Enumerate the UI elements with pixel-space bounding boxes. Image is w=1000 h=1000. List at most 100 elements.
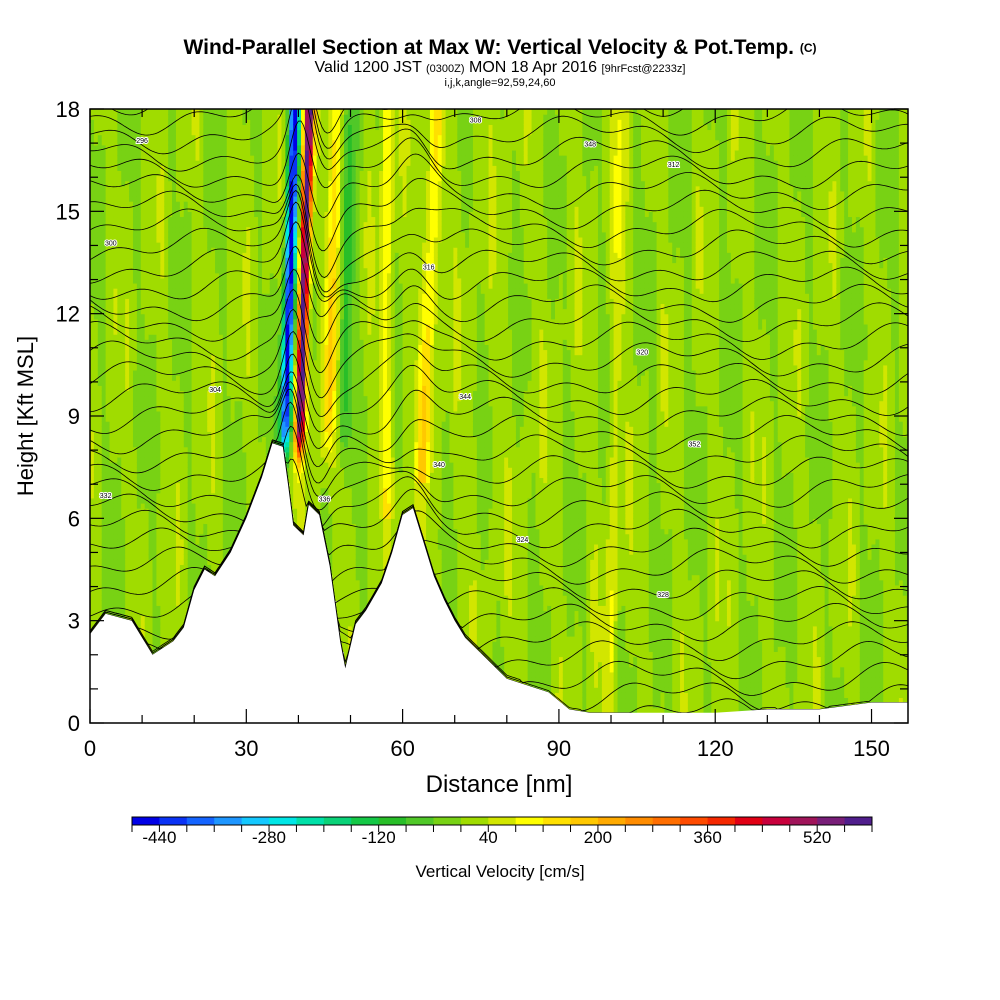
velocity-cell bbox=[191, 462, 197, 468]
velocity-cell bbox=[265, 410, 271, 417]
velocity-cell bbox=[129, 144, 134, 151]
velocity-cell bbox=[121, 502, 126, 509]
velocity-cell bbox=[218, 318, 224, 325]
velocity-cell bbox=[144, 630, 150, 637]
velocity-cell bbox=[218, 211, 224, 218]
velocity-cell bbox=[203, 344, 208, 351]
velocity-cell bbox=[215, 508, 220, 514]
velocity-cell bbox=[234, 349, 240, 356]
velocity-cell bbox=[117, 242, 122, 248]
velocity-cell bbox=[222, 226, 228, 233]
velocity-cell bbox=[93, 523, 99, 530]
velocity-cell bbox=[140, 375, 146, 381]
velocity-cell bbox=[183, 144, 189, 151]
velocity-cell bbox=[93, 533, 99, 540]
velocity-cell bbox=[230, 385, 236, 392]
velocity-cell bbox=[109, 211, 115, 218]
velocity-cell bbox=[222, 375, 228, 381]
velocity-cell bbox=[250, 308, 255, 315]
velocity-cell bbox=[187, 252, 193, 258]
velocity-cell bbox=[175, 262, 181, 269]
velocity-cell bbox=[168, 236, 173, 243]
velocity-cell bbox=[277, 369, 283, 376]
velocity-cell bbox=[211, 267, 216, 274]
velocity-cell bbox=[285, 344, 290, 351]
velocity-cell bbox=[93, 584, 99, 591]
velocity-cell bbox=[250, 114, 255, 120]
velocity-cell bbox=[250, 201, 255, 207]
velocity-cell bbox=[215, 431, 220, 438]
velocity-cell bbox=[152, 195, 158, 202]
velocity-cell bbox=[242, 170, 247, 177]
velocity-cell bbox=[164, 502, 169, 509]
velocity-cell bbox=[254, 272, 259, 279]
velocity-cell bbox=[168, 257, 173, 264]
velocity-cell bbox=[136, 334, 142, 340]
velocity-cell bbox=[105, 190, 111, 197]
velocity-cell bbox=[140, 231, 146, 238]
velocity-cell bbox=[179, 513, 185, 519]
velocity-cell bbox=[113, 441, 118, 448]
velocity-cell bbox=[183, 543, 189, 550]
velocity-cell bbox=[117, 405, 122, 412]
velocity-cell bbox=[156, 170, 161, 177]
velocity-cell bbox=[195, 410, 201, 417]
velocity-cell bbox=[250, 492, 255, 499]
velocity-cell bbox=[187, 257, 193, 264]
velocity-cell bbox=[140, 323, 146, 330]
velocity-cell bbox=[93, 165, 99, 171]
velocity-cell bbox=[285, 288, 290, 294]
velocity-cell bbox=[164, 206, 169, 212]
velocity-cell bbox=[136, 119, 142, 125]
velocity-cell bbox=[265, 318, 271, 325]
velocity-cell bbox=[93, 482, 99, 489]
velocity-cell bbox=[191, 569, 197, 576]
velocity-cell bbox=[293, 318, 298, 325]
velocity-cell bbox=[261, 385, 267, 392]
velocity-cell bbox=[218, 528, 224, 535]
velocity-cell bbox=[261, 359, 267, 366]
velocity-cell bbox=[152, 231, 158, 238]
velocity-cell bbox=[172, 584, 177, 591]
velocity-cell bbox=[211, 160, 216, 166]
velocity-cell bbox=[218, 201, 224, 207]
velocity-cell bbox=[183, 528, 189, 535]
velocity-cell bbox=[109, 221, 115, 228]
velocity-cell bbox=[125, 277, 130, 284]
velocity-cell bbox=[199, 543, 204, 550]
velocity-cell bbox=[261, 272, 267, 279]
velocity-cell bbox=[254, 257, 259, 264]
velocity-cell bbox=[117, 231, 122, 238]
velocity-cell bbox=[289, 139, 294, 146]
velocity-cell bbox=[297, 369, 302, 376]
velocity-cell bbox=[160, 272, 165, 279]
velocity-cell bbox=[207, 395, 212, 402]
velocity-cell bbox=[242, 451, 247, 458]
velocity-cell bbox=[273, 139, 279, 146]
velocity-cell bbox=[148, 549, 154, 555]
velocity-cell bbox=[93, 216, 99, 223]
velocity-cell bbox=[164, 221, 169, 228]
velocity-cell bbox=[218, 155, 224, 161]
velocity-cell bbox=[269, 303, 275, 310]
velocity-cell bbox=[211, 518, 216, 525]
velocity-cell bbox=[172, 518, 177, 525]
velocity-cell bbox=[113, 195, 118, 202]
velocity-cell bbox=[140, 569, 146, 576]
velocity-cell bbox=[191, 252, 197, 258]
velocity-cell bbox=[261, 201, 267, 207]
velocity-cell bbox=[269, 380, 275, 386]
velocity-cell bbox=[226, 436, 232, 443]
velocity-cell bbox=[90, 155, 95, 161]
velocity-cell bbox=[132, 385, 138, 392]
velocity-cell bbox=[269, 364, 275, 371]
velocity-cell bbox=[117, 579, 122, 586]
velocity-cell bbox=[234, 462, 240, 468]
velocity-cell bbox=[199, 513, 204, 519]
velocity-cell bbox=[152, 441, 158, 448]
velocity-cell bbox=[172, 472, 177, 478]
velocity-cell bbox=[109, 185, 115, 192]
velocity-cell bbox=[250, 329, 255, 335]
velocity-cell bbox=[195, 129, 201, 136]
velocity-cell bbox=[175, 615, 181, 622]
